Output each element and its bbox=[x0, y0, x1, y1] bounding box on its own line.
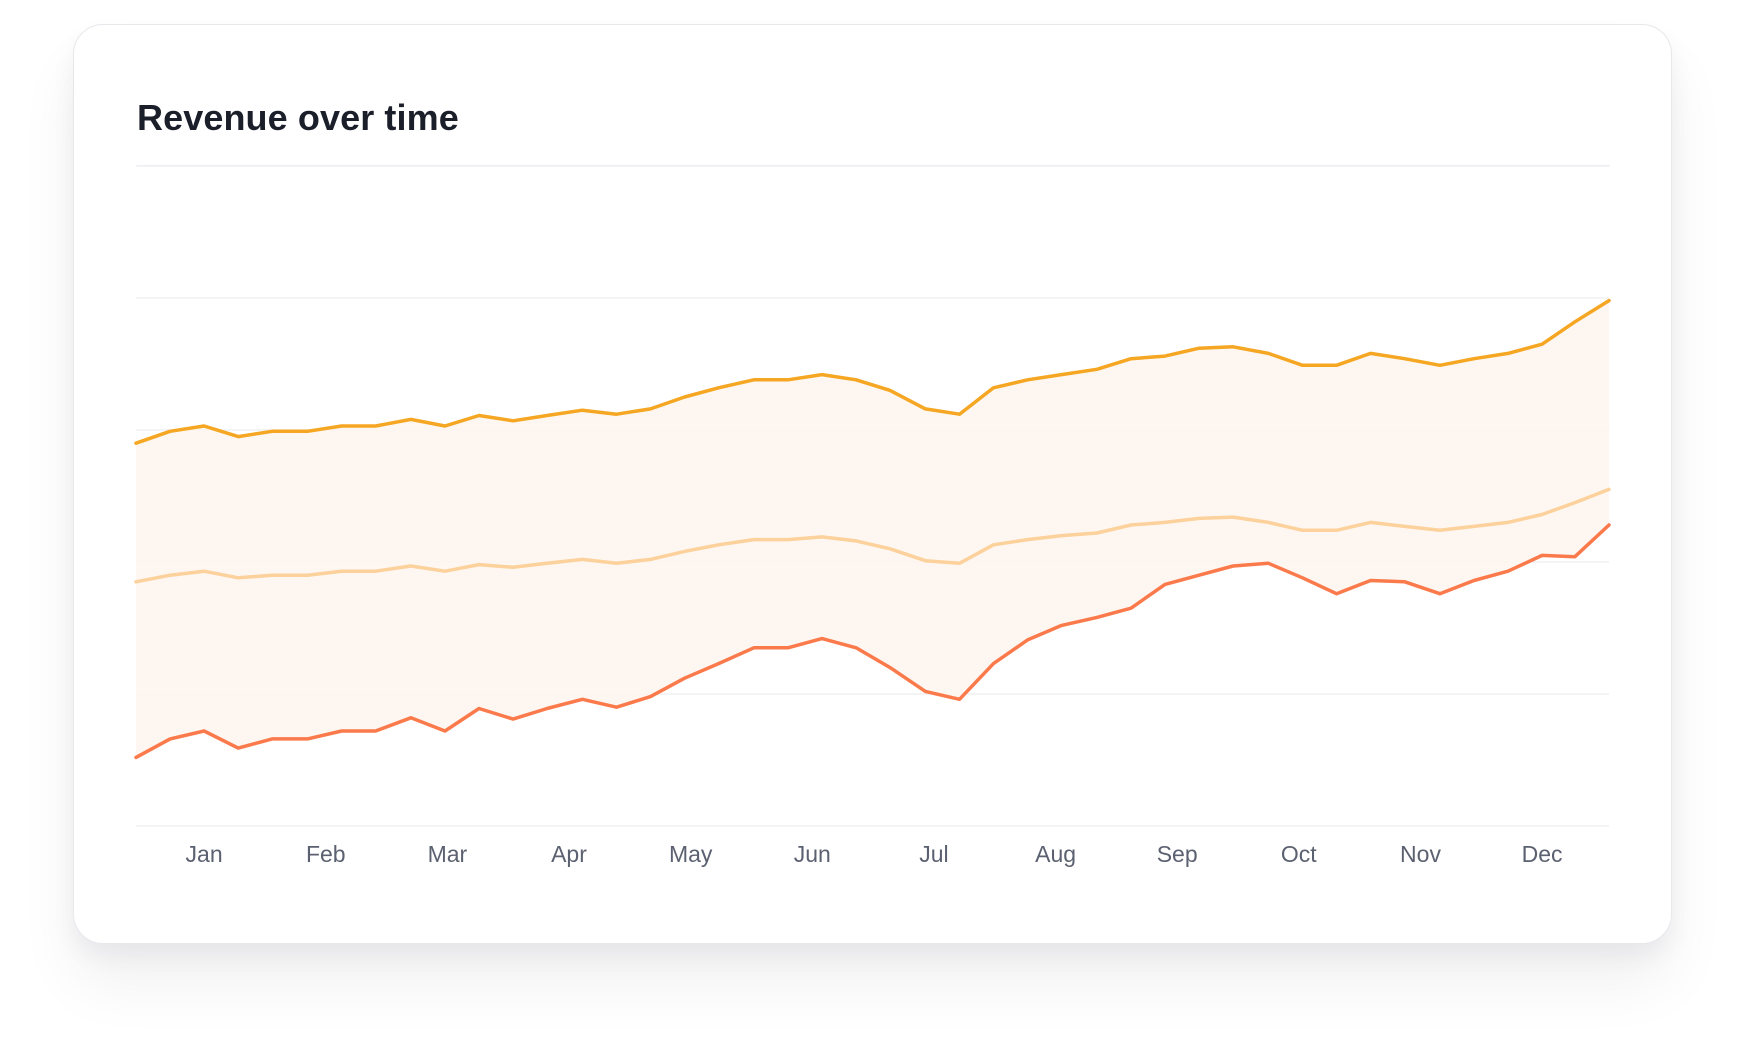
series-2-line bbox=[134, 487, 1611, 584]
series-3-line bbox=[134, 523, 1611, 760]
x-tick-may: May bbox=[669, 841, 713, 867]
x-tick-nov: Nov bbox=[1400, 841, 1441, 867]
x-tick-oct: Oct bbox=[1281, 841, 1317, 867]
card-title: Revenue over time bbox=[137, 97, 459, 138]
series-1-line bbox=[134, 298, 1611, 445]
x-tick-aug: Aug bbox=[1035, 841, 1076, 867]
x-tick-mar: Mar bbox=[428, 841, 468, 867]
x-tick-sep: Sep bbox=[1157, 841, 1198, 867]
band-area bbox=[136, 300, 1609, 758]
x-tick-dec: Dec bbox=[1522, 841, 1563, 867]
x-tick-jan: Jan bbox=[186, 841, 223, 867]
x-tick-jun: Jun bbox=[794, 841, 831, 867]
x-axis-ticks: Jan Feb Mar Apr May Jun Jul Aug Sep Oct Nov Dec bbox=[186, 841, 1563, 867]
x-tick-feb: Feb bbox=[306, 841, 346, 867]
x-tick-jul: Jul bbox=[919, 841, 948, 867]
x-tick-apr: Apr bbox=[551, 841, 587, 867]
